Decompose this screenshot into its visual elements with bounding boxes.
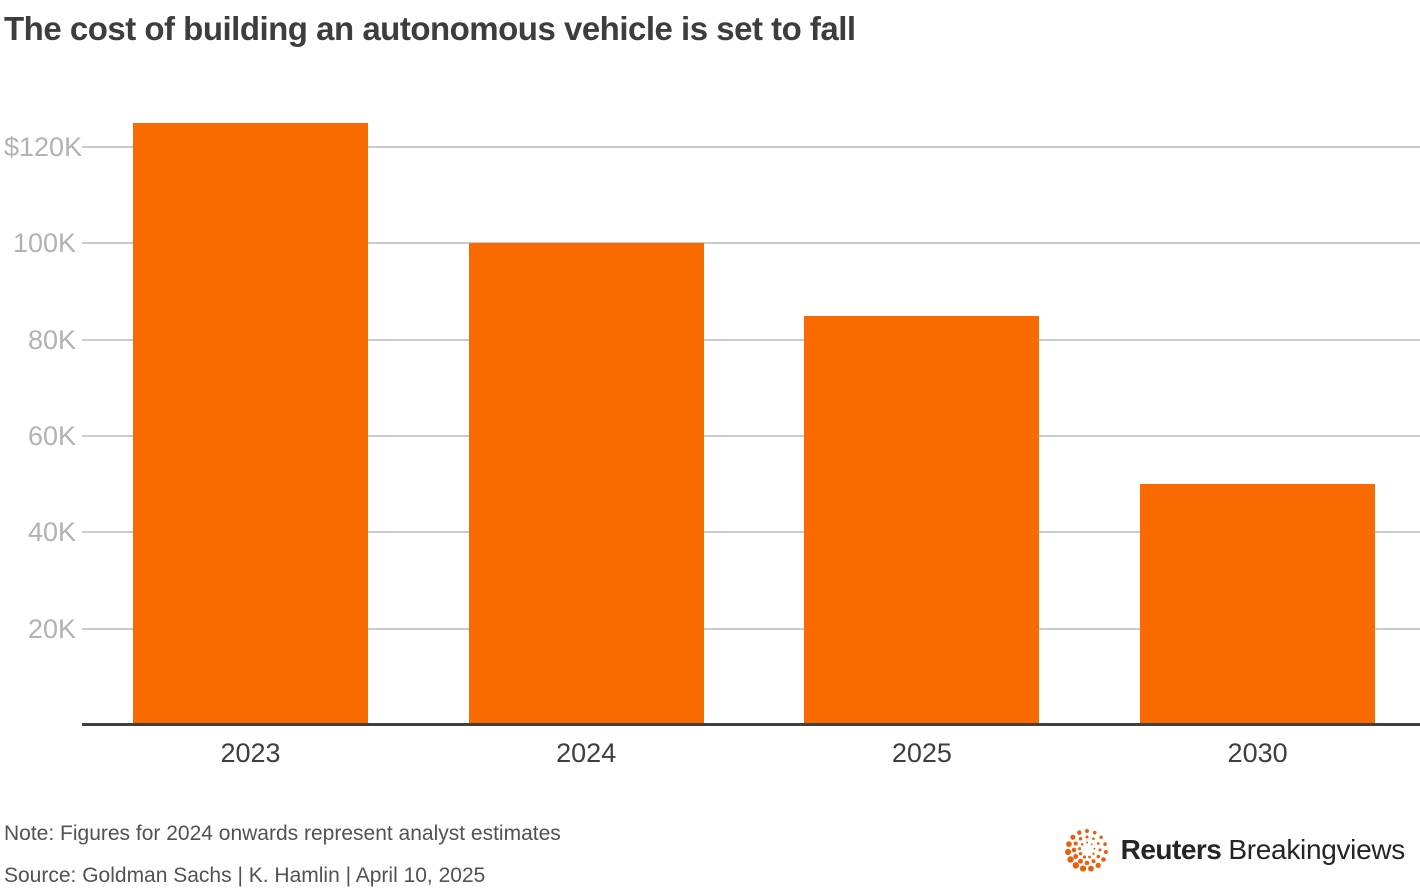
bar-2025: [804, 315, 1040, 725]
x-axis-baseline: [82, 723, 1420, 726]
gridline-60K: [82, 435, 1420, 438]
reuters-dotted-orb-icon: [1064, 829, 1108, 872]
x-axis-tick-label-2025: 2025: [891, 738, 952, 768]
x-axis-tick-label-2024: 2024: [556, 738, 617, 768]
gridline-120K: [82, 146, 1420, 149]
y-axis-tick-label: 80K: [27, 324, 76, 355]
y-axis-tick-label: $120K: [4, 132, 83, 163]
gridline-40K: [82, 531, 1420, 534]
y-axis-tick-label: 100K: [12, 228, 76, 259]
chart-title: The cost of building an autonomous vehic…: [4, 10, 856, 47]
x-axis-tick-label-2030: 2030: [1227, 738, 1288, 768]
gridline-80K: [82, 338, 1420, 341]
bar-2024: [468, 243, 704, 725]
bar-2023: [133, 123, 368, 725]
chart-note: Note: Figures for 2024 onwards represent…: [4, 822, 561, 845]
gridline-100K: [82, 242, 1420, 245]
brand-name-reuters: Reuters: [1120, 834, 1222, 865]
x-axis-tick-label-2023: 2023: [220, 738, 281, 768]
gridline-20K: [82, 627, 1420, 630]
bar-2030: [1140, 484, 1376, 725]
plot-area: $120K 100K 80K 60K 40K 20K 2023 2024 2025 2030: [4, 123, 1420, 768]
y-axis-tick-label: 40K: [27, 517, 76, 548]
brand-name-breakingviews: Breakingviews: [1228, 834, 1405, 865]
y-axis-tick-label: 20K: [27, 613, 76, 644]
reuters-breakingviews-logo: Reuters Breakingviews: [1063, 826, 1405, 874]
chart-source: Source: Goldman Sachs | K. Hamlin | Apri…: [4, 864, 486, 887]
y-axis-tick-label: 60K: [27, 421, 76, 452]
